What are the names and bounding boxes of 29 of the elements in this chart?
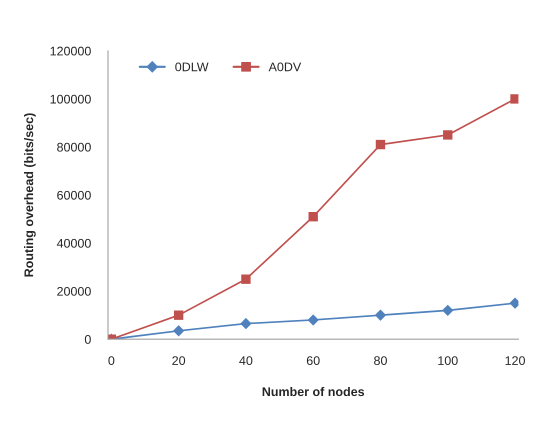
point — [375, 310, 386, 321]
x-tick-label: 80 — [374, 356, 387, 366]
point — [510, 94, 518, 104]
x-tick-label: 120 — [506, 356, 525, 366]
point — [174, 310, 184, 320]
y-tick-label: 0 — [84, 335, 91, 344]
legend-label: 0DLW — [175, 62, 209, 72]
x-tick-label: 20 — [172, 356, 186, 366]
y-tick-label: 20000 — [57, 286, 91, 296]
point — [442, 304, 454, 316]
point — [443, 130, 452, 140]
x-tick-label: 100 — [438, 356, 458, 366]
y-tick-label: 100000 — [50, 94, 91, 104]
point — [241, 274, 251, 284]
point — [308, 212, 318, 222]
legend-label: A0DV — [268, 62, 302, 72]
y-tick-label: 40000 — [56, 238, 91, 248]
y-tick-label: 120000 — [50, 46, 91, 56]
point — [173, 325, 184, 336]
y-tick-label: 80000 — [57, 142, 91, 152]
x-tick-label: 0 — [108, 356, 114, 366]
x-tick-label: 60 — [306, 356, 320, 366]
y-tick-label: 60000 — [57, 190, 91, 200]
x-axis-title: Number of nodes — [262, 386, 364, 396]
y-axis-title: Routing overhead (bits/sec) — [24, 113, 36, 276]
point — [240, 318, 252, 330]
x-tick-label: 40 — [239, 356, 252, 366]
point — [308, 314, 319, 326]
point — [376, 140, 386, 150]
